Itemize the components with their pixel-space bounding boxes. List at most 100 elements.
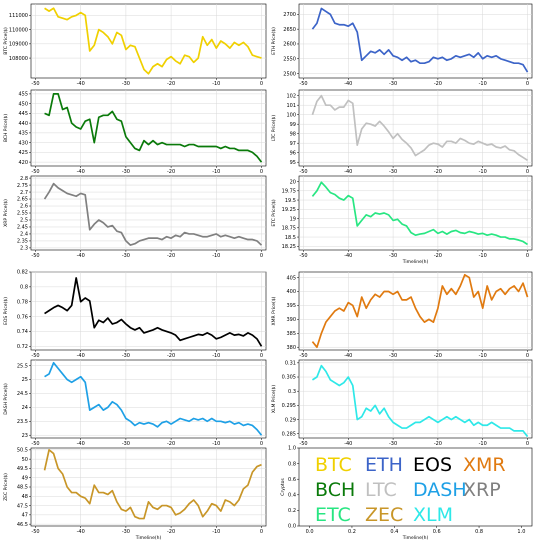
- plot-frame: [30, 271, 267, 351]
- y-tick-label: 23: [22, 433, 28, 439]
- y-tick-label: 0.305: [282, 375, 296, 381]
- y-tick-label: 0.76: [17, 314, 28, 320]
- y-tick-label: 19.25: [282, 207, 296, 213]
- y-tick-label: 47: [22, 513, 28, 519]
- y-tick-label: 395: [286, 303, 296, 309]
- y-axis-label: XRP Price($): [3, 199, 9, 227]
- x-tick-label: 0.8: [475, 529, 483, 535]
- x-tick-label: -40: [77, 169, 85, 175]
- y-tick-label: 0.82: [17, 270, 28, 276]
- y-tick-label: 108000: [9, 56, 28, 62]
- y-tick-label: 2.75: [17, 183, 28, 189]
- y-tick-label: 0.74: [17, 329, 28, 335]
- y-axis-label: BTC Price($): [3, 27, 9, 55]
- y-tick-label: 110000: [9, 27, 28, 33]
- x-tick-label: -50: [299, 441, 307, 447]
- y-tick-label: 46.5: [17, 522, 28, 528]
- series-line: [44, 7, 262, 75]
- y-tick-label: 2.6: [20, 204, 28, 210]
- y-tick-label: 111000: [9, 13, 28, 19]
- y-tick-label: 48.5: [17, 485, 28, 491]
- y-tick-label: 390: [286, 317, 296, 323]
- plot-frame: [298, 3, 533, 79]
- y-tick-label: 0.31: [285, 361, 296, 367]
- x-tick-label: -50: [299, 81, 307, 87]
- y-tick-label: 2.35: [17, 239, 28, 245]
- x-tick-label: 0: [260, 253, 263, 259]
- series-line: [44, 361, 263, 436]
- x-tick-label: -20: [167, 81, 175, 87]
- y-tick-label: 18.25: [282, 244, 296, 250]
- y-tick-label: 23.5: [17, 419, 28, 425]
- y-tick-label: 0.8: [288, 461, 296, 467]
- series-line: [311, 273, 529, 349]
- y-axis-label: Cryptos: [280, 478, 286, 496]
- x-tick-label: -50: [299, 169, 307, 175]
- y-axis-label: XMR Price($): [271, 296, 277, 325]
- x-tick-label: 0.4: [390, 529, 398, 535]
- legend-entry-ltc: LTC: [365, 479, 397, 501]
- y-tick-label: 19.75: [282, 189, 296, 195]
- y-tick-label: 0.0: [288, 524, 296, 530]
- y-tick-label: 2600: [283, 42, 296, 48]
- y-tick-label: 425: [18, 150, 28, 156]
- legend-entry-xmr: XMR: [463, 454, 506, 476]
- plot-frame: [298, 89, 533, 167]
- x-tick-label: -20: [434, 169, 442, 175]
- x-tick-label: -30: [122, 81, 130, 87]
- x-tick-label: -40: [77, 253, 85, 259]
- legend-frame: [298, 447, 533, 527]
- x-tick-label: -40: [77, 81, 85, 87]
- x-tick-label: -30: [122, 441, 130, 447]
- y-tick-label: 385: [286, 331, 296, 337]
- y-axis-label: ZEC Price($): [3, 473, 9, 501]
- x-tick-label: -20: [167, 529, 175, 535]
- legend-panel: 0.0 0.2 0.4 0.6 0.8 1.0 0.0 0.2 0.4 0.6 0.8 1.0 Cryp…: [280, 446, 533, 540]
- y-tick-label: 0.8: [20, 285, 28, 291]
- y-tick-label: 455: [18, 92, 28, 98]
- x-tick-label: -20: [167, 169, 175, 175]
- y-tick-label: 0.6: [288, 477, 296, 483]
- x-tick-label: -40: [344, 169, 352, 175]
- x-axis-label: Timeline(h): [135, 535, 162, 540]
- y-axis-label: DASH Price($): [3, 383, 9, 415]
- y-tick-label: 2650: [283, 27, 296, 33]
- y-tick-label: 445: [18, 111, 28, 117]
- x-tick-label: 0: [260, 441, 263, 447]
- x-tick-label: -10: [479, 253, 487, 259]
- x-tick-label: -40: [77, 353, 85, 359]
- y-axis-label: LTC Price($): [271, 115, 277, 142]
- plot-frame: [30, 89, 267, 167]
- y-axis-label: BCH Price($): [3, 114, 9, 143]
- y-tick-label: 400: [286, 289, 296, 295]
- series-line: [44, 277, 263, 347]
- x-tick-label: -30: [389, 169, 397, 175]
- plot-frame: [30, 359, 267, 439]
- legend-entry-btc: BTC: [315, 454, 352, 476]
- x-tick-label: -10: [479, 441, 487, 447]
- chart-xrp: -50 -40 -30 -20 -10 02.32.352.42.452.52.552.6…: [3, 175, 267, 259]
- y-axis-label: ETH Price($): [271, 27, 277, 55]
- y-tick-label: 2.7: [20, 190, 28, 196]
- legend-entry-bch: BCH: [315, 479, 355, 501]
- y-tick-label: 18.5: [285, 235, 296, 241]
- x-tick-label: 0: [260, 353, 263, 359]
- plot-frame: [298, 271, 533, 351]
- plot-frame: [298, 359, 533, 439]
- x-tick-label: -50: [31, 253, 39, 259]
- x-tick-label: -40: [344, 81, 352, 87]
- chart-bch: -50 -40 -30 -20 -10 0 420 425 430 435 440 445 450 455…: [3, 89, 267, 175]
- y-tick-label: 2.5: [20, 218, 28, 224]
- y-tick-label: 98: [290, 131, 296, 137]
- x-tick-label: -50: [31, 353, 39, 359]
- legend-entry-xrp: XRP: [463, 479, 501, 501]
- series-line: [311, 94, 528, 162]
- series-line: [311, 364, 529, 438]
- x-tick-label: -10: [212, 529, 220, 535]
- y-tick-label: 435: [18, 131, 28, 137]
- y-tick-label: 2700: [283, 12, 296, 18]
- x-tick-label: -30: [122, 353, 130, 359]
- legend-entry-etc: ETC: [315, 504, 351, 526]
- y-tick-label: 25.5: [17, 363, 28, 369]
